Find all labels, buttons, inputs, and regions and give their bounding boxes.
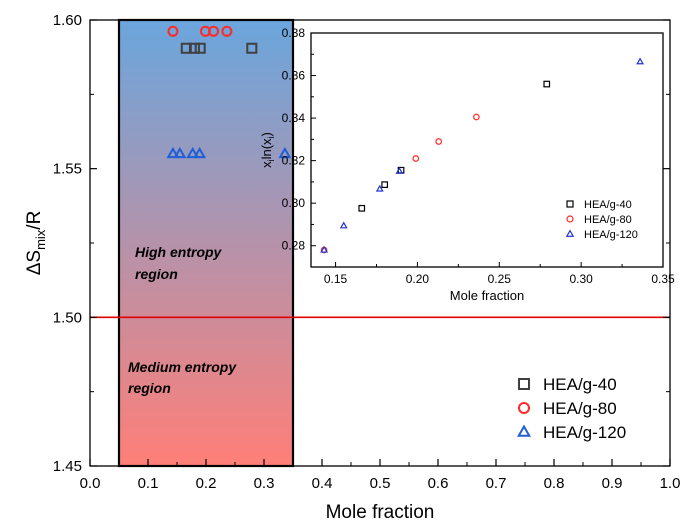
inset-y-tick-label: 0.38 (282, 26, 306, 40)
main-point-square (194, 42, 206, 54)
x-axis-label: Mole fraction (326, 502, 435, 523)
inset-y-tick-label: 0.34 (282, 111, 306, 125)
inset-point-square (381, 181, 389, 189)
x-tick-label: 0.2 (196, 475, 217, 492)
inset-x-tick-label: 0.30 (569, 272, 593, 286)
main-point-square (188, 42, 200, 54)
main-point-circle (221, 25, 233, 37)
legend-marker-square (518, 378, 530, 390)
y-tick-label: 1.50 (53, 309, 82, 326)
inset-y-tick-label: 0.30 (282, 196, 306, 210)
inset-legend-label: HEA/g-40 (584, 199, 632, 211)
medium-entropy-label: Medium entropy (128, 359, 237, 375)
legend-label: HEA/g-120 (543, 423, 626, 442)
legend-label: HEA/g-40 (543, 375, 617, 394)
inset-point-triangle (375, 184, 384, 192)
inset-point-triangle (320, 245, 329, 253)
high-entropy-label: High entropy (135, 244, 223, 260)
inset-y-label-subscript: i (266, 136, 276, 138)
x-tick-label: 0.9 (602, 475, 623, 492)
main-point-triangle (186, 146, 200, 159)
legend-marker-circle (518, 402, 530, 414)
inset-x-axis-label: Mole fraction (450, 288, 524, 303)
x-tick-label: 0.5 (370, 475, 391, 492)
y-axis-label-subscript: mix (33, 229, 48, 250)
inset-legend-marker-square (566, 200, 574, 208)
main-point-square (246, 42, 258, 54)
high-entropy-label-line2: region (135, 266, 178, 282)
y-axis-label-part: ΔS (24, 250, 45, 275)
y-axis-label: ΔSmix/R (24, 211, 48, 276)
y-tick-label: 1.60 (53, 12, 82, 29)
x-tick-label: 0.4 (312, 475, 333, 492)
inset-point-triangle (339, 221, 348, 229)
inset-frame (310, 32, 664, 268)
inset-x-tick-label: 0.35 (651, 272, 675, 286)
inset-y-label-part: ln(x (259, 138, 274, 159)
x-tick-label: 0.7 (486, 475, 507, 492)
inset-y-tick-label: 0.36 (282, 69, 306, 83)
inset-y-label-part: x (259, 161, 274, 168)
inset-point-square (543, 80, 551, 88)
main-plot: High entropy region Medium entropy region 0.… (24, 12, 680, 523)
inset-point-circle (412, 155, 420, 162)
inset-y-label-subscript: i (266, 159, 276, 161)
inset-legend-label: HEA/g-120 (584, 229, 638, 241)
main-point-triangle (173, 146, 187, 159)
y-tick-label: 1.45 (53, 458, 82, 475)
inset-plot: 0.15 0.20 0.25 0.30 0.35 0.28 0.30 0.32 0.34 0.36… (259, 26, 675, 303)
inset-y-tick-label: 0.28 (282, 239, 306, 253)
legend-marker-triangle (517, 424, 531, 437)
x-tick-label: 0.3 (254, 475, 275, 492)
x-tick-label: 0.6 (428, 475, 449, 492)
x-tick-label: 0.8 (544, 475, 565, 492)
inset-x-tick-label: 0.20 (406, 272, 430, 286)
main-point-triangle (166, 146, 180, 159)
inset-legend-label: HEA/g-80 (584, 214, 632, 226)
x-tick-label: 1.0 (660, 475, 681, 492)
x-tick-label: 0.1 (138, 475, 159, 492)
inset-legend-marker-circle (566, 215, 574, 223)
inset-point-triangle (395, 167, 404, 174)
inset-point-square (358, 204, 366, 212)
inset-y-label-part: ) (259, 132, 274, 136)
main-point-triangle (193, 146, 207, 159)
x-tick-label: 0.0 (80, 475, 101, 492)
inset-x-tick-label: 0.25 (488, 272, 512, 286)
inset-point-triangle (636, 57, 644, 65)
main-point-circle (208, 25, 220, 37)
inset-y-axis-label: xiln(xi) (259, 132, 276, 168)
main-point-circle (167, 25, 179, 37)
inset-point-circle (435, 138, 443, 145)
legend-label: HEA/g-80 (543, 399, 617, 418)
entropy-region (117, 18, 295, 468)
inset-legend-marker-triangle (565, 229, 575, 237)
inset-y-tick-label: 0.32 (282, 154, 306, 168)
inset-x-tick-label: 0.15 (324, 272, 348, 286)
y-axis-label-part: /R (24, 211, 45, 230)
y-tick-label: 1.55 (53, 161, 82, 178)
main-point-triangle (278, 146, 292, 159)
medium-entropy-label-line2: region (128, 380, 171, 396)
inset-point-circle (473, 113, 480, 121)
